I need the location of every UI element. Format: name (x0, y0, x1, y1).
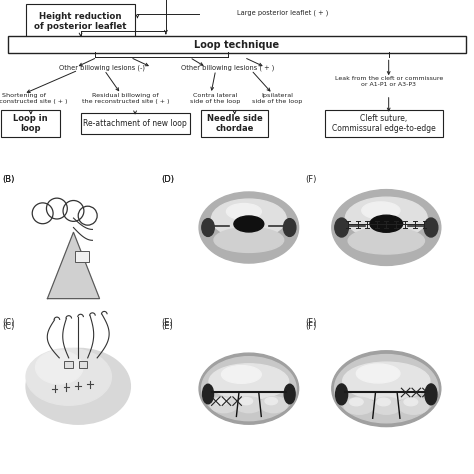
Ellipse shape (36, 351, 83, 384)
Ellipse shape (332, 351, 441, 427)
Ellipse shape (335, 218, 348, 237)
Ellipse shape (399, 397, 428, 414)
Ellipse shape (234, 216, 264, 232)
Ellipse shape (210, 397, 237, 413)
Ellipse shape (260, 397, 287, 413)
Ellipse shape (349, 398, 363, 406)
Text: (E): (E) (161, 318, 173, 327)
Ellipse shape (283, 219, 296, 237)
Ellipse shape (201, 357, 296, 421)
Text: (B): (B) (2, 175, 15, 184)
Text: Ipsilateral
side of the loop: Ipsilateral side of the loop (252, 93, 302, 103)
Text: (C): (C) (2, 322, 15, 331)
Text: Large posterior leaflet ( + ): Large posterior leaflet ( + ) (237, 9, 328, 16)
Ellipse shape (335, 355, 438, 423)
Text: (F): (F) (306, 318, 317, 327)
Ellipse shape (425, 384, 437, 405)
Ellipse shape (202, 384, 213, 404)
Text: Needle side
chordae: Needle side chordae (207, 114, 263, 133)
Text: Residual billowing of
the reconstructed site ( + ): Residual billowing of the reconstructed … (82, 93, 169, 103)
FancyBboxPatch shape (201, 110, 268, 137)
Text: (E): (E) (161, 322, 173, 331)
Text: Contra lateral
side of the loop: Contra lateral side of the loop (191, 93, 241, 103)
FancyBboxPatch shape (81, 113, 190, 134)
Ellipse shape (240, 398, 253, 405)
Ellipse shape (284, 384, 295, 404)
Ellipse shape (344, 397, 374, 414)
FancyBboxPatch shape (79, 361, 87, 368)
Text: Loop in
loop: Loop in loop (13, 114, 48, 133)
Text: Cleft suture,
Commissural edge-to-edge: Cleft suture, Commissural edge-to-edge (332, 114, 436, 133)
Ellipse shape (424, 218, 438, 237)
Ellipse shape (371, 397, 401, 414)
Text: (F): (F) (306, 175, 317, 184)
Ellipse shape (336, 384, 347, 405)
Ellipse shape (221, 365, 261, 383)
Ellipse shape (215, 398, 228, 405)
FancyBboxPatch shape (325, 110, 443, 137)
Ellipse shape (265, 398, 277, 405)
Ellipse shape (356, 364, 400, 383)
Ellipse shape (377, 398, 391, 406)
Ellipse shape (26, 348, 111, 405)
Polygon shape (47, 232, 100, 299)
FancyBboxPatch shape (1, 110, 61, 137)
Text: Height reduction
of posterior leaflet: Height reduction of posterior leaflet (34, 12, 127, 31)
Text: (B): (B) (2, 175, 15, 184)
Ellipse shape (362, 202, 400, 219)
Ellipse shape (209, 364, 289, 399)
FancyBboxPatch shape (26, 4, 135, 38)
FancyBboxPatch shape (8, 36, 466, 53)
Text: Shortening of
the reconstructed site ( + ): Shortening of the reconstructed site ( +… (0, 93, 67, 103)
Ellipse shape (343, 362, 430, 400)
Ellipse shape (214, 228, 284, 252)
Ellipse shape (332, 190, 441, 265)
Text: Leak from the cleft or commissure
or A1-P1 or A3-P3: Leak from the cleft or commissure or A1-… (335, 76, 443, 87)
Ellipse shape (227, 203, 261, 219)
FancyBboxPatch shape (64, 361, 73, 368)
Text: (D): (D) (161, 175, 174, 184)
Ellipse shape (26, 348, 130, 424)
Text: Other billowing lesions (-): Other billowing lesions (-) (59, 64, 145, 71)
Text: Re-attachment of new loop: Re-attachment of new loop (83, 119, 187, 128)
Ellipse shape (211, 199, 286, 238)
Ellipse shape (346, 197, 427, 239)
Ellipse shape (199, 192, 299, 263)
Text: Other billowing lesions ( + ): Other billowing lesions ( + ) (181, 64, 274, 71)
Ellipse shape (202, 219, 214, 237)
Text: (D): (D) (161, 175, 174, 184)
Ellipse shape (235, 397, 263, 413)
Text: Loop technique: Loop technique (194, 39, 280, 50)
Text: (C): (C) (2, 318, 15, 327)
Ellipse shape (199, 353, 299, 424)
Ellipse shape (348, 228, 425, 254)
Text: (F): (F) (306, 322, 317, 331)
FancyBboxPatch shape (75, 251, 89, 262)
Ellipse shape (404, 398, 418, 406)
Ellipse shape (370, 215, 402, 232)
